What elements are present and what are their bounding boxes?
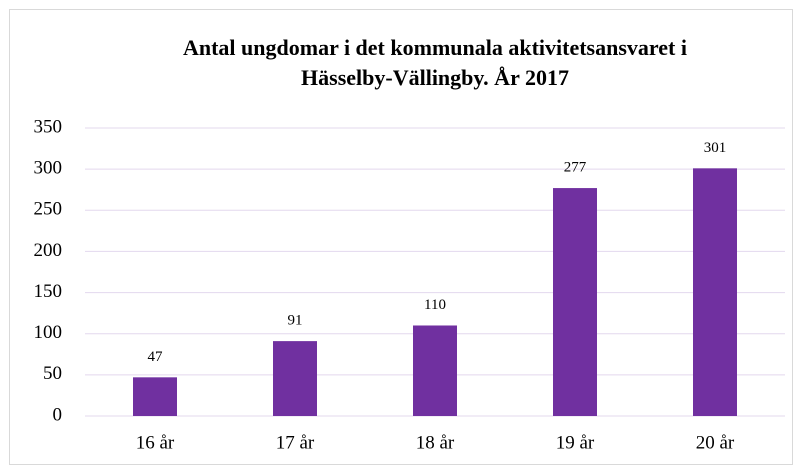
y-tick-label: 50 (43, 363, 62, 384)
y-tick-label: 250 (34, 199, 63, 220)
y-tick-label: 350 (34, 116, 63, 137)
x-tick-label: 19 år (556, 432, 595, 453)
data-label: 91 (288, 313, 303, 329)
y-tick-label: 150 (34, 281, 63, 302)
data-label: 301 (704, 140, 727, 156)
bar (693, 168, 737, 416)
data-label: 277 (564, 160, 587, 176)
bar (133, 377, 177, 416)
y-tick-label: 200 (34, 240, 63, 261)
x-tick-label: 17 år (276, 432, 315, 453)
x-tick-label: 20 år (696, 432, 735, 453)
chart-title: Antal ungdomar i det kommunala aktivitet… (183, 35, 687, 60)
bar (273, 341, 317, 416)
y-tick-label: 300 (34, 158, 63, 179)
bar (413, 325, 457, 416)
data-label: 110 (424, 297, 446, 313)
bar (553, 188, 597, 416)
y-tick-label: 100 (34, 322, 63, 343)
chart-title: Hässelby-Vällingby. År 2017 (301, 65, 569, 90)
x-tick-label: 16 år (136, 432, 175, 453)
data-label: 47 (148, 349, 164, 365)
x-tick-label: 18 år (416, 432, 455, 453)
y-tick-label: 0 (53, 404, 63, 425)
